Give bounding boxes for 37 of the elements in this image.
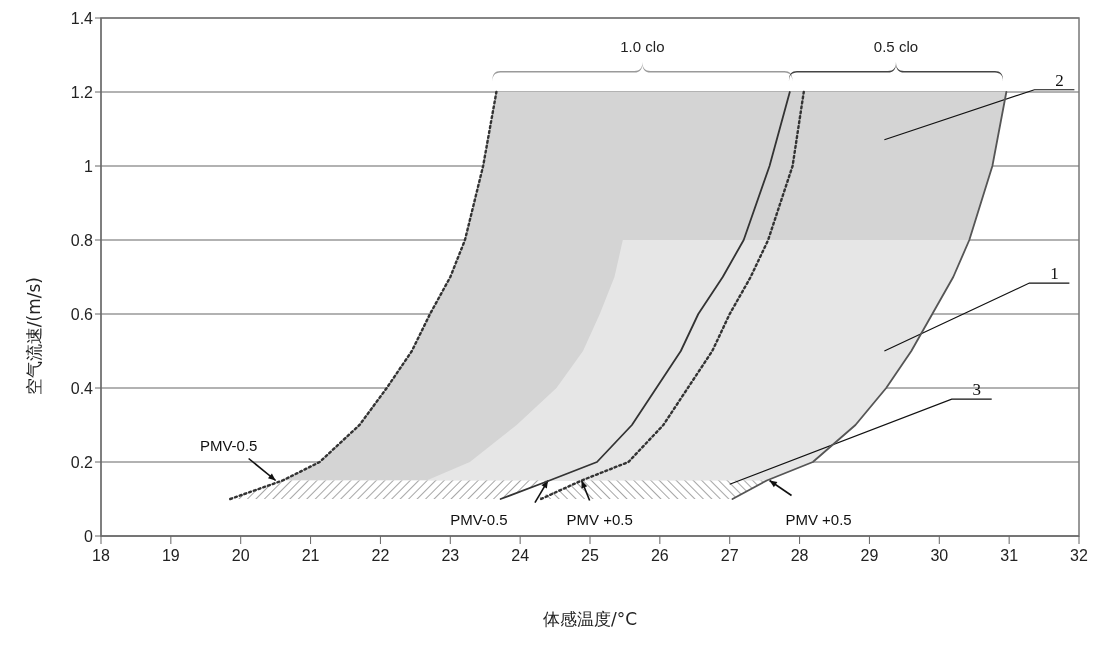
annotation: PMV +0.5 <box>785 510 852 528</box>
x-tick-label: 30 <box>930 547 949 565</box>
x-tick-label: 24 <box>511 547 530 565</box>
y-axis-title: 空气流速/(m/s) <box>24 277 45 396</box>
annotation: PMV-0.5 <box>199 436 258 454</box>
line-series <box>731 91 1008 500</box>
annotation: 1.0 clo <box>620 38 665 55</box>
x-axis-title: 体感温度/°C <box>542 609 638 629</box>
annotation: 1 <box>1050 264 1059 284</box>
x-tick-label: 19 <box>161 547 180 565</box>
x-tick-label: 23 <box>441 547 460 565</box>
x-tick-label: 18 <box>92 547 110 565</box>
x-tick-label: 21 <box>301 547 320 565</box>
y-tick-label: 0.8 <box>70 231 94 249</box>
x-tick-label: 25 <box>581 547 599 565</box>
line-series <box>539 90 805 501</box>
y-tick-label: 0.2 <box>70 453 94 471</box>
y-tick-label: 1.2 <box>70 83 94 101</box>
y-tick-label: 1.4 <box>70 9 94 27</box>
line-series <box>499 91 791 500</box>
y-tick-label: 0.6 <box>70 305 94 323</box>
x-tick-label: 31 <box>1000 547 1019 565</box>
annotation: PMV-0.5 <box>450 510 508 528</box>
x-tick-label: 20 <box>231 547 250 565</box>
annotation: 3 <box>972 380 981 400</box>
y-tick-label: 1 <box>84 157 94 175</box>
annotation: 0.5 clo <box>873 38 919 55</box>
annotation: 2 <box>1055 70 1064 90</box>
x-tick-label: 22 <box>371 547 390 565</box>
x-tick-label: 32 <box>1070 547 1088 565</box>
x-tick-label: 29 <box>860 547 879 565</box>
x-tick-label: 28 <box>790 547 809 565</box>
annotation: PMV +0.5 <box>566 510 633 528</box>
y-tick-label: 0 <box>84 527 94 545</box>
y-tick-label: 0.4 <box>70 379 94 397</box>
x-tick-label: 27 <box>720 547 739 565</box>
x-tick-label: 26 <box>650 547 669 565</box>
